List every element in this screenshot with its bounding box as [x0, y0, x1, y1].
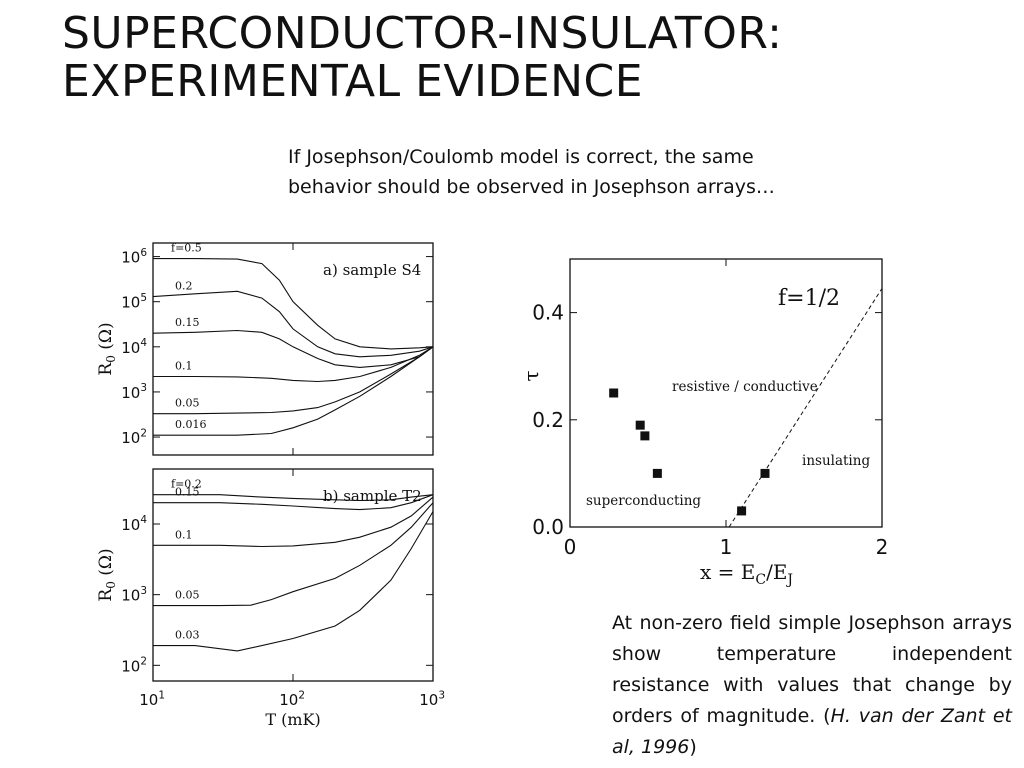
y-tick-label-0: 104: [121, 514, 147, 534]
c-x-tick-label-2: 2: [876, 535, 889, 559]
series-label-1: 0.15: [175, 486, 200, 499]
series-line-0: [153, 494, 434, 502]
svg-text:104: 104: [121, 337, 147, 357]
caption-citation: H. van der Zant et al, 1996: [612, 705, 1013, 758]
panel-b-sample-t2-xlabel: T (mK): [265, 710, 320, 729]
series-label-0: f=0.5: [171, 242, 202, 255]
svg-text:106: 106: [121, 247, 147, 267]
data-point-0: [609, 388, 619, 398]
series-label-3: 0.1: [175, 359, 193, 372]
series-label-4: 0.03: [175, 629, 200, 642]
svg-text:104: 104: [121, 514, 147, 534]
panel-a-sample-s4-ylabel: R0 (Ω): [96, 322, 118, 375]
caption-body: At non-zero field simple Josephson array…: [612, 612, 1012, 727]
series-line-4: [153, 346, 434, 415]
intro-text: If Josephson/Coulomb model is correct, t…: [288, 142, 848, 202]
intro-line-2: behavior should be observed in Josephson…: [288, 176, 775, 198]
data-point-2: [640, 431, 650, 441]
data-point-5: [760, 468, 770, 478]
x-tick-label-0: 101: [139, 689, 165, 709]
svg-text:103: 103: [121, 382, 147, 402]
panel-a-sample-s4: 106 105 104 103 102 f=0.5 0.2 0.15 0.1 0.05 0.016 a…: [96, 242, 434, 456]
x-tick-label-2: 103: [419, 689, 445, 709]
slide-title: SUPERCONDUCTOR-INSULATOR: EXPERIMENTAL E…: [62, 10, 782, 106]
series-label-2: 0.1: [175, 528, 193, 541]
caption-close: ): [689, 736, 697, 758]
slide-title-line-1: SUPERCONDUCTOR-INSULATOR:: [62, 8, 783, 59]
svg-text:102: 102: [279, 689, 305, 709]
panel-c-ylabel: τ: [519, 370, 543, 381]
x-tick-label-1: 102: [279, 689, 305, 709]
c-y-tick-label-2: 0.4: [532, 301, 564, 325]
series-label-0: f=0.2: [171, 478, 202, 491]
series-line-3: [153, 346, 434, 383]
panel-b-sample-t2: 104 103 102 101 102 103 f=0.20.15 0.1 0.05 0.03 b)…: [96, 468, 445, 729]
series-line-2: [153, 496, 434, 548]
y-tick-label-2: 102: [121, 656, 147, 676]
c-x-tick-label-0: 0: [564, 535, 577, 559]
series-label-4: 0.05: [175, 397, 200, 410]
panel-c-title: f=1/2: [778, 286, 840, 311]
series-line-4: [153, 511, 434, 652]
series-label-1: 0.2: [175, 280, 193, 293]
svg-text:101: 101: [139, 689, 165, 709]
slide-title-line-2: EXPERIMENTAL EVIDENCE: [62, 56, 644, 107]
panel-b-sample-t2-title: b) sample T2: [323, 487, 422, 505]
intro-line-1: If Josephson/Coulomb model is correct, t…: [288, 146, 754, 168]
series-line-3: [153, 502, 434, 607]
panel-c-phase-diagram: 0 1 2 0.0 0.2 0.4 f=1/2 resistive / conductive i…: [519, 258, 889, 588]
panel-a-sample-s4-title: a) sample S4: [323, 261, 421, 279]
region-label-0: resistive / conductive: [672, 379, 818, 395]
series-line-0: [153, 258, 434, 350]
y-tick-label-1: 105: [121, 292, 147, 312]
region-label-1: insulating: [802, 453, 870, 469]
data-point-1: [635, 420, 645, 430]
y-tick-label-3: 103: [121, 382, 147, 402]
series-line-1: [153, 494, 434, 511]
c-y-tick-label-1: 0.2: [532, 408, 564, 432]
svg-text:103: 103: [419, 689, 445, 709]
svg-text:102: 102: [121, 656, 147, 676]
series-label-2: 0.15: [175, 316, 200, 329]
panel-c-xlabel: x = EC/EJ: [700, 560, 793, 588]
region-label-2: superconducting: [586, 493, 701, 509]
data-point-3: [652, 468, 662, 478]
phase-boundary-line: [728, 288, 883, 528]
caption-text: At non-zero field simple Josephson array…: [612, 608, 1012, 763]
series-line-2: [152, 329, 434, 368]
series-label-3: 0.05: [175, 589, 200, 602]
svg-text:105: 105: [121, 292, 147, 312]
c-y-tick-label-0: 0.0: [532, 515, 564, 539]
y-tick-label-0: 106: [121, 247, 147, 267]
data-point-4: [737, 506, 747, 516]
svg-text:103: 103: [121, 585, 147, 605]
y-tick-label-1: 103: [121, 585, 147, 605]
c-x-tick-label-1: 1: [720, 535, 733, 559]
y-tick-label-4: 102: [121, 427, 147, 447]
y-tick-label-2: 104: [121, 337, 147, 357]
svg-text:102: 102: [121, 427, 147, 447]
panel-b-sample-t2-ylabel: R0 (Ω): [96, 548, 118, 601]
series-line-1: [152, 290, 434, 358]
series-line-5: [153, 346, 434, 436]
series-label-5: 0.016: [175, 418, 207, 431]
